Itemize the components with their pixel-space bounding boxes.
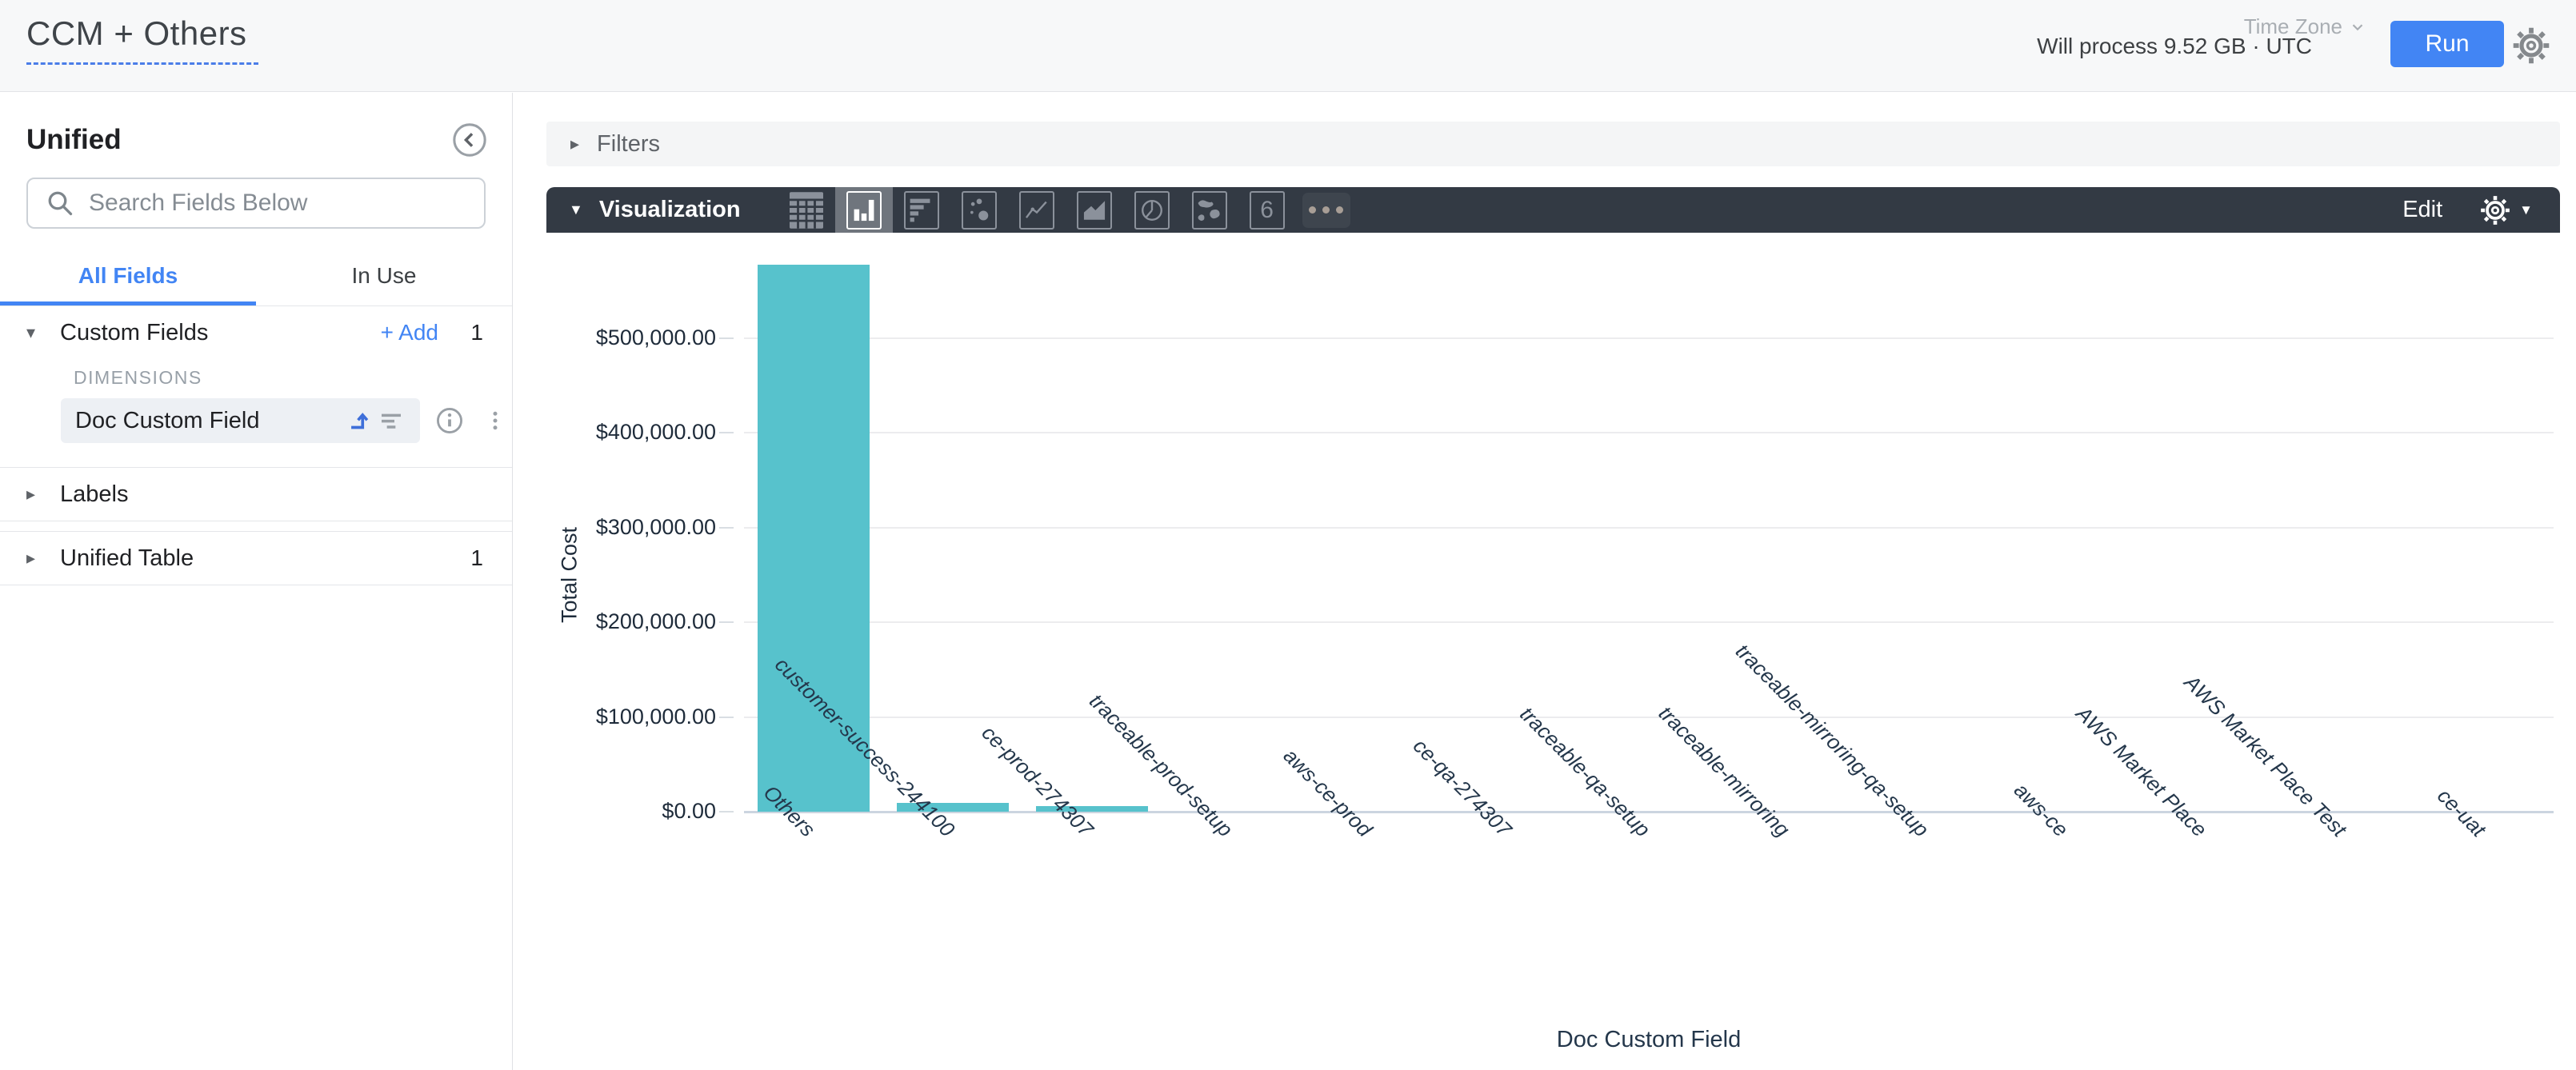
section-labels[interactable]: ▸ Labels bbox=[0, 468, 512, 521]
top-header: CCM + Others Time Zone Will process 9.52… bbox=[0, 0, 2576, 92]
y-tick-label: $500,000.00 bbox=[595, 325, 716, 349]
gridline bbox=[744, 716, 2554, 718]
section-unified-table[interactable]: ▸ Unified Table 1 bbox=[0, 532, 512, 585]
filters-section-header[interactable]: ▸ Filters bbox=[546, 122, 2560, 166]
visualization-section-header[interactable]: ▼ Visualization bbox=[546, 197, 741, 223]
info-icon[interactable] bbox=[433, 404, 466, 437]
tab-in-use[interactable]: In Use bbox=[351, 262, 417, 288]
caret-right-icon[interactable]: ▸ bbox=[26, 484, 36, 504]
more-chart-types-button[interactable] bbox=[1296, 187, 1357, 233]
filter-lines-icon[interactable] bbox=[375, 405, 407, 437]
filters-label: Filters bbox=[597, 130, 660, 157]
unified-table-count: 1 bbox=[470, 545, 483, 570]
process-info: Will process 9.52 GB · UTC bbox=[2037, 34, 2312, 58]
run-button[interactable]: Run bbox=[2390, 21, 2504, 67]
y-tick-mark bbox=[719, 337, 734, 339]
field-search[interactable] bbox=[26, 178, 486, 229]
gear-icon bbox=[2481, 195, 2510, 225]
section-custom-fields[interactable]: ▾ Custom Fields + Add 1 bbox=[0, 306, 512, 359]
ellipsis-icon bbox=[1302, 192, 1350, 228]
page-title[interactable]: CCM + Others bbox=[26, 14, 258, 65]
dimensions-group-label: DIMENSIONS bbox=[74, 367, 202, 388]
x-axis-line bbox=[744, 811, 2554, 813]
visualization-toolbar: ▼ Visualization bbox=[546, 187, 2560, 233]
add-custom-field-button[interactable]: + Add bbox=[380, 320, 438, 345]
visualization-label: Visualization bbox=[598, 197, 741, 222]
chart-type-scatter-icon[interactable] bbox=[950, 187, 1008, 233]
chart-type-line-icon[interactable] bbox=[1008, 187, 1066, 233]
y-tick-label: $400,000.00 bbox=[595, 420, 716, 445]
field-tabs: All Fields In Use bbox=[0, 250, 512, 306]
search-icon bbox=[48, 191, 73, 216]
y-tick-mark bbox=[719, 621, 734, 624]
caret-down-icon[interactable]: ▾ bbox=[26, 322, 36, 342]
settings-gear-icon[interactable] bbox=[2512, 26, 2550, 65]
caret-down-icon: ▼ bbox=[2519, 202, 2533, 218]
chart-type-bar-icon[interactable] bbox=[893, 187, 950, 233]
y-tick-mark bbox=[719, 811, 734, 812]
x-axis-title: Doc Custom Field bbox=[1556, 1027, 1742, 1052]
y-tick-label: $200,000.00 bbox=[595, 609, 716, 634]
chevron-down-icon bbox=[2352, 23, 2363, 30]
chart-type-switcher: 6 bbox=[778, 187, 1357, 233]
y-tick-label: $100,000.00 bbox=[595, 704, 716, 729]
y-tick-mark bbox=[719, 432, 734, 434]
gridline bbox=[744, 337, 2554, 339]
y-tick-mark bbox=[719, 526, 734, 529]
gridline bbox=[744, 526, 2554, 529]
bar-customer-success-244100[interactable] bbox=[897, 802, 1009, 812]
chart-type-column-icon[interactable] bbox=[834, 187, 893, 233]
kebab-menu-icon[interactable] bbox=[479, 404, 513, 437]
y-axis-title: Total Cost bbox=[557, 526, 582, 624]
field-picker-sidebar: Unified All Fields In Use ▾ Custom Field… bbox=[0, 93, 513, 1070]
explore-view-name: Unified bbox=[26, 124, 122, 155]
chart-type-table-icon[interactable] bbox=[778, 187, 835, 233]
search-input[interactable] bbox=[89, 190, 484, 217]
chart-type-map-icon[interactable] bbox=[1181, 187, 1238, 233]
collapse-sidebar-button[interactable] bbox=[451, 122, 488, 158]
viz-settings-button[interactable]: ▼ bbox=[2479, 194, 2533, 226]
field-row-doc-custom-field: Doc Custom Field bbox=[61, 398, 512, 443]
edit-button[interactable]: Edit bbox=[2402, 197, 2443, 222]
pivot-arrow-icon[interactable] bbox=[343, 405, 375, 437]
y-tick-label: $0.00 bbox=[662, 799, 716, 823]
y-tick-mark bbox=[719, 716, 734, 718]
timezone-selector[interactable]: Time Zone bbox=[2244, 14, 2366, 39]
chart-type-area-icon[interactable] bbox=[1066, 187, 1123, 233]
caret-right-icon[interactable]: ▸ bbox=[570, 134, 580, 154]
chart-type-single-value-icon[interactable]: 6 bbox=[1238, 187, 1296, 233]
y-tick-label: $300,000.00 bbox=[595, 514, 716, 539]
chart-type-pie-icon[interactable] bbox=[1123, 187, 1181, 233]
field-doc-custom-field[interactable]: Doc Custom Field bbox=[61, 398, 420, 443]
bar-ce-prod-274307[interactable] bbox=[1036, 805, 1148, 812]
custom-fields-count: 1 bbox=[470, 320, 483, 345]
timezone-label: Time Zone bbox=[2243, 14, 2342, 38]
caret-down-icon[interactable]: ▼ bbox=[569, 202, 583, 218]
gridline bbox=[744, 432, 2554, 434]
bar-Others[interactable] bbox=[758, 264, 870, 812]
tab-all-fields[interactable]: All Fields bbox=[0, 250, 256, 305]
caret-right-icon[interactable]: ▸ bbox=[26, 548, 36, 568]
gridline bbox=[744, 621, 2554, 624]
